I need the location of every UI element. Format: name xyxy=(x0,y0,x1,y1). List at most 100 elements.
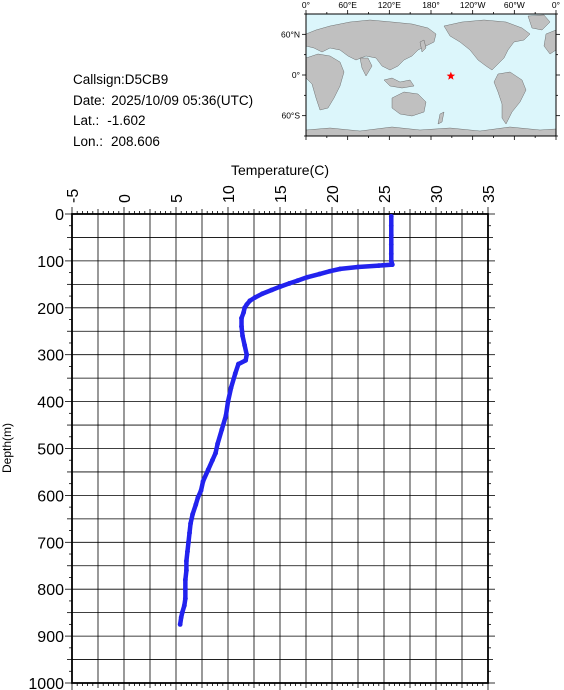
x-tick-label: 20 xyxy=(325,185,342,203)
data-point xyxy=(239,324,244,329)
map-tick-marks xyxy=(302,10,560,140)
data-point xyxy=(388,251,394,257)
data-point xyxy=(223,413,229,419)
data-point xyxy=(182,586,188,592)
data-point xyxy=(247,298,253,304)
y-tick-label: 700 xyxy=(37,535,64,552)
data-point xyxy=(295,278,301,283)
y-tick-label: 600 xyxy=(37,488,64,505)
x-tick-label: 5 xyxy=(169,194,186,203)
data-point xyxy=(182,596,188,601)
map-lon-label: 60°E xyxy=(338,0,357,10)
x-tick-labels: -5 0 5 10 15 20 25 30 35 xyxy=(65,185,498,203)
map-labels: 0° 60°E 120°E 180° 120°W 60°W 0° 60°N 0° 60°S xyxy=(281,0,560,121)
data-point xyxy=(177,621,183,627)
data-point xyxy=(232,371,238,376)
date-label: Date: xyxy=(73,92,106,108)
land-australia xyxy=(391,91,427,117)
x-tick-label: -5 xyxy=(65,189,82,203)
land-greenland xyxy=(527,14,551,31)
y-tick-label: 200 xyxy=(37,301,64,318)
map-land xyxy=(305,14,557,137)
data-point xyxy=(213,450,218,456)
data-series xyxy=(177,213,395,627)
land-africa xyxy=(305,53,345,111)
data-point xyxy=(240,333,245,339)
map-lon-label: 0° xyxy=(552,0,560,10)
data-point xyxy=(376,263,382,268)
map-lat-label: 0° xyxy=(292,70,300,80)
data-point xyxy=(193,502,199,508)
data-point xyxy=(225,399,231,404)
y-tick-labels: 0 100 200 300 400 500 600 700 800 900 1000 xyxy=(28,207,64,690)
data-point xyxy=(179,610,185,616)
y-tick-label: 800 xyxy=(37,582,64,599)
series-line xyxy=(177,214,395,627)
location-map: 0° 60°E 120°E 180° 120°W 60°W 0° 60°N 0° 60°S xyxy=(281,0,560,140)
map-marker-group xyxy=(446,71,456,80)
map-lon-label: 60°W xyxy=(504,0,525,10)
x-tick-label: 0 xyxy=(117,194,134,203)
lat-value: -1.602 xyxy=(107,113,146,128)
y-tick-label: 1000 xyxy=(28,676,64,690)
data-point xyxy=(219,427,225,433)
lat-row: Lat.: -1.602 xyxy=(73,111,253,132)
data-point xyxy=(239,315,244,321)
data-point xyxy=(184,558,189,564)
y-tick-label: 100 xyxy=(37,254,64,271)
land-indonesia xyxy=(383,77,415,89)
data-point xyxy=(317,271,322,277)
y-tick-label: 0 xyxy=(55,207,64,224)
data-point xyxy=(178,614,184,620)
land-new-zealand xyxy=(437,111,445,125)
data-point xyxy=(277,284,283,290)
x-tick-label: 10 xyxy=(221,185,238,203)
data-point xyxy=(195,495,201,501)
land-india xyxy=(359,57,373,77)
callsign-value: D5CB9 xyxy=(124,72,169,87)
data-point xyxy=(228,385,234,390)
x-tick-label: 35 xyxy=(481,185,498,203)
map-lon-label: 0° xyxy=(302,0,310,10)
chart-ticks xyxy=(65,207,495,690)
chart-grid xyxy=(72,214,488,683)
data-point xyxy=(190,511,196,517)
station-info: Callsign:D5CB9 Date: 2025/10/09 05:36(UTC… xyxy=(73,70,253,152)
map-lat-label: 60°S xyxy=(281,111,300,121)
data-point xyxy=(388,258,394,264)
y-tick-label: 900 xyxy=(37,629,64,646)
data-point xyxy=(259,291,265,297)
data-point xyxy=(242,305,248,311)
data-point xyxy=(236,361,241,367)
lon-value: 208.606 xyxy=(111,133,160,149)
data-point xyxy=(388,232,394,238)
y-tick-label: 300 xyxy=(37,348,64,365)
map-lon-label: 180° xyxy=(422,0,440,10)
date-value: 2025/10/09 05:36(UTC) xyxy=(111,92,254,108)
data-point xyxy=(188,521,193,526)
data-point xyxy=(205,467,211,473)
x-tick-label: 30 xyxy=(429,185,446,203)
data-point xyxy=(327,268,333,274)
x-tick-label: 15 xyxy=(273,185,290,203)
data-point xyxy=(200,478,206,484)
land-north-america xyxy=(443,19,531,71)
data-point xyxy=(244,352,250,358)
lon-row: Lon.: 208.606 xyxy=(73,132,253,153)
x-axis-label: Temperature(C) xyxy=(231,162,329,178)
data-point xyxy=(182,577,188,583)
data-point xyxy=(241,310,247,315)
data-point xyxy=(389,262,395,268)
data-point xyxy=(304,274,310,280)
data-point xyxy=(286,281,292,286)
map-lon-label: 120°E xyxy=(378,0,402,10)
land-south-america xyxy=(493,71,527,125)
lon-label: Lon.: xyxy=(73,133,104,149)
station-star-icon xyxy=(446,71,456,80)
data-point xyxy=(243,357,249,363)
data-point xyxy=(210,457,215,463)
data-point xyxy=(186,539,191,545)
data-point xyxy=(388,242,394,247)
map-lon-label: 120°W xyxy=(460,0,486,10)
